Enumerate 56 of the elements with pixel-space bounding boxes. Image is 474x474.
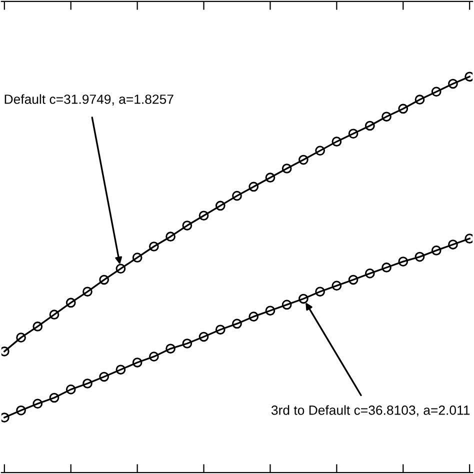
point (215, 324, 226, 335)
point (431, 86, 442, 97)
point (32, 398, 43, 409)
point (166, 344, 176, 354)
point (332, 280, 342, 291)
point (265, 172, 276, 183)
point (116, 264, 126, 274)
point (348, 128, 358, 139)
point (16, 332, 26, 342)
point (32, 322, 43, 332)
point (298, 154, 308, 165)
point (431, 246, 442, 256)
point (116, 364, 126, 375)
point (448, 240, 458, 250)
point (332, 136, 342, 147)
point (398, 256, 408, 266)
point (99, 372, 110, 382)
point (132, 358, 142, 368)
point (364, 268, 375, 278)
point (315, 146, 325, 156)
point (232, 318, 242, 329)
point (198, 210, 209, 221)
point (248, 312, 259, 322)
point (414, 252, 425, 262)
point (248, 182, 259, 192)
point (66, 298, 76, 308)
point (82, 286, 92, 297)
point (198, 332, 209, 342)
point (282, 300, 292, 310)
point (298, 294, 308, 304)
point (382, 262, 392, 272)
point (282, 164, 292, 174)
point (149, 352, 159, 362)
point (382, 112, 392, 122)
point (215, 200, 226, 211)
point (315, 286, 325, 297)
point (348, 274, 358, 285)
point (82, 378, 92, 388)
point (16, 405, 26, 416)
point (398, 104, 408, 114)
point (49, 392, 60, 403)
point (232, 190, 242, 201)
point (182, 338, 192, 348)
annotation: Default c=31.9749, a=1.8257 (4, 94, 174, 106)
point (414, 94, 425, 105)
point (66, 384, 76, 394)
point (364, 120, 375, 131)
point (132, 252, 142, 263)
point (99, 274, 110, 285)
point (166, 232, 176, 242)
annotation: 3rd to Default c=36.8103, a=2.011 (271, 405, 470, 416)
point (149, 242, 159, 252)
point (182, 220, 192, 230)
point (265, 306, 276, 316)
point (448, 78, 458, 89)
point (49, 310, 60, 320)
